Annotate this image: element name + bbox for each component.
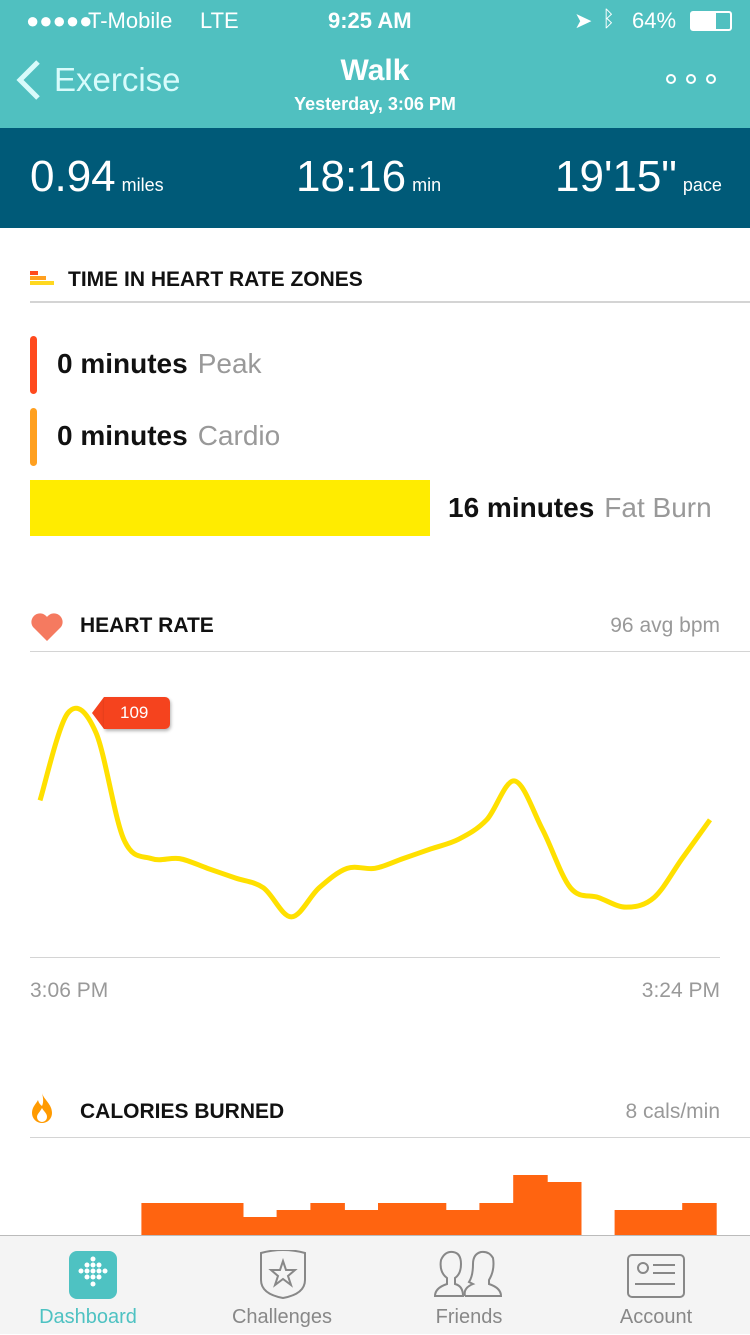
tab-friends[interactable]: Friends (375, 1236, 563, 1335)
calories-chart (141, 1175, 717, 1235)
calorie-bar (378, 1203, 413, 1235)
shield-star-icon (260, 1250, 306, 1300)
tab-dashboard[interactable]: Dashboard (0, 1236, 188, 1335)
bluetooth-icon: ᛒ (602, 6, 616, 31)
calories-rate: 8 cals/min (625, 1100, 720, 1123)
chart-baseline (30, 957, 720, 958)
location-icon: ➤ (574, 8, 593, 33)
id-card-icon (627, 1254, 685, 1298)
distance-stat: 0.94 miles (30, 152, 164, 201)
heart-rate-title: HEART RATE (80, 614, 214, 637)
tab-bar: Dashboard Challenges Friends Account (0, 1235, 750, 1334)
calorie-bar (141, 1203, 176, 1235)
calorie-bar (175, 1203, 210, 1235)
fat-burn-zone-bar (30, 480, 430, 536)
tab-label: Friends (435, 1306, 503, 1328)
tab-account[interactable]: Account (562, 1236, 750, 1335)
cardio-zone: 0 minutes Cardio (57, 420, 281, 451)
calorie-bar (614, 1210, 650, 1235)
tab-label: Dashboard (39, 1306, 137, 1328)
heart-icon (31, 613, 63, 641)
cardio-zone-bar (30, 408, 37, 466)
back-label: Exercise (54, 61, 181, 98)
signal-strength: ●●●●● (26, 8, 93, 33)
calorie-bar (513, 1175, 548, 1235)
battery-icon (690, 11, 732, 31)
divider (30, 301, 750, 303)
end-time: 3:24 PM (641, 979, 720, 1002)
calorie-bar (209, 1203, 244, 1235)
duration-stat: 18:16 min (296, 152, 442, 201)
network-type: LTE (200, 8, 239, 33)
heart-rate-line (37, 705, 713, 920)
chevron-left-icon (16, 60, 40, 100)
more-button[interactable] (666, 74, 716, 84)
tab-challenges[interactable]: Challenges (188, 1236, 376, 1335)
fat-burn-zone: 16 minutes Fat Burn (448, 492, 712, 523)
calorie-bar (547, 1182, 582, 1235)
calorie-bar (411, 1203, 447, 1235)
clock: 9:25 AM (328, 8, 412, 33)
summary-stats: 0.94 miles 18:16 min 19'15" pace (0, 128, 750, 228)
calorie-bar (445, 1210, 481, 1235)
tab-label: Account (619, 1306, 693, 1328)
start-time: 3:06 PM (30, 979, 109, 1002)
calorie-bar (648, 1210, 683, 1235)
calorie-bar (344, 1210, 379, 1235)
page-subtitle: Yesterday, 3:06 PM (294, 94, 456, 114)
page-title: Walk (340, 54, 410, 87)
calorie-bar (682, 1203, 717, 1235)
carrier: T-Mobile (88, 8, 173, 33)
heart-rate-chart (37, 705, 713, 920)
tab-label: Challenges (231, 1306, 333, 1328)
divider (30, 1137, 750, 1138)
average-bpm: 96 avg bpm (610, 614, 720, 637)
friends-icon (433, 1250, 503, 1297)
battery-percent: 64% (632, 8, 677, 33)
calorie-bar (242, 1217, 278, 1235)
peak-marker: 109 (92, 697, 171, 729)
peak-zone: 0 minutes Peak (57, 348, 262, 379)
calorie-bar (479, 1203, 514, 1235)
pace-stat: 19'15" pace (555, 152, 722, 201)
calorie-bar (310, 1203, 345, 1235)
peak-zone-bar (30, 336, 37, 394)
calorie-bar (276, 1210, 312, 1235)
zones-icon (30, 271, 54, 285)
zones-title: TIME IN HEART RATE ZONES (68, 268, 363, 291)
flame-icon (32, 1093, 52, 1123)
header: ●●●●● T-Mobile LTE 9:25 AM ➤ ᛒ 64% Exerc… (0, 0, 750, 128)
peak-value: 109 (104, 697, 171, 729)
back-button[interactable]: Exercise (14, 58, 181, 102)
dashboard-icon (69, 1251, 117, 1299)
divider (30, 651, 750, 652)
calories-title: CALORIES BURNED (80, 1100, 285, 1123)
